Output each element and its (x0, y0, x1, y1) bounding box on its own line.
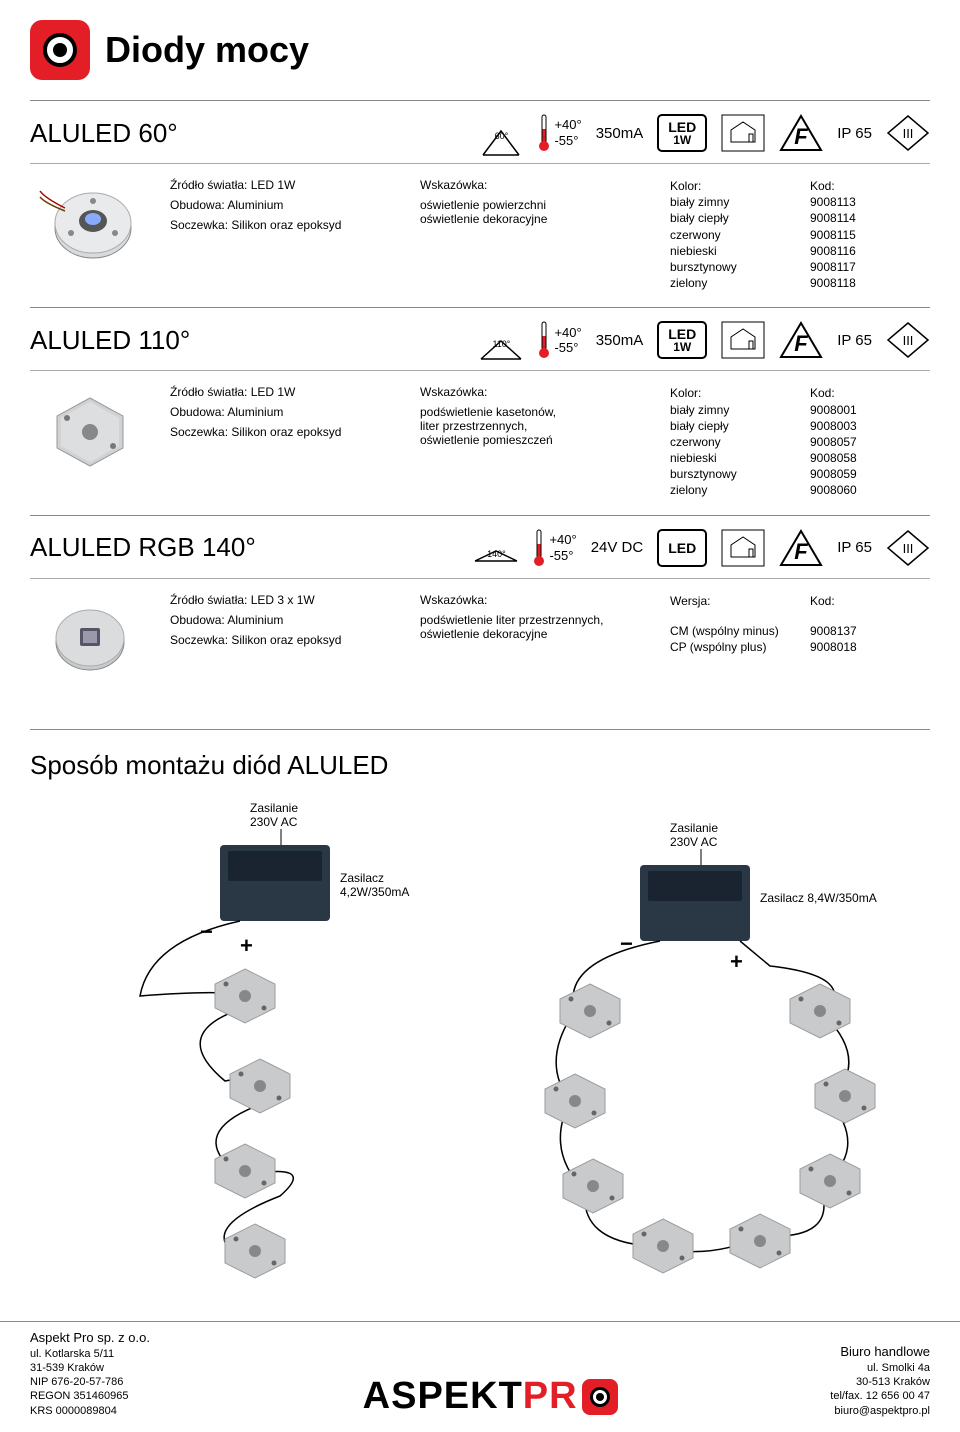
led-power-icon: LED (657, 529, 707, 567)
product-aluled-rgb-140: ALULED RGB 140° 140° +40°-55° 24V DC LED… (30, 515, 930, 699)
product-image (30, 593, 150, 683)
color-column: Kolor: biały zimnybiały ciepłyczerwony n… (670, 178, 790, 291)
svg-text:III: III (903, 333, 914, 348)
f-class-icon: F (779, 114, 823, 152)
temperature-icon: +40°-55° (532, 528, 576, 568)
current-value: 350mA (596, 332, 644, 349)
product-image (30, 178, 150, 268)
temperature-icon: +40°-55° (537, 113, 581, 153)
color-column: Kolor: biały zimnybiały ciepłyczerwony n… (670, 385, 790, 498)
version-column: Wersja: CM (wspólny minus)CP (wspólny pl… (670, 593, 790, 683)
footer-logo: ASPEKTPR (363, 1375, 618, 1418)
brand-logo-icon (30, 20, 90, 80)
page-header: Diody mocy (30, 20, 930, 80)
product-name: ALULED RGB 140° (30, 532, 460, 563)
indoor-icon (721, 114, 765, 152)
mounting-title: Sposób montażu diód ALULED (30, 729, 930, 781)
svg-text:F: F (795, 331, 809, 356)
tips-column: Wskazówka: podświetlenie kasetonów,liter… (420, 385, 650, 498)
svg-text:III: III (903, 541, 914, 556)
product-aluled-110: ALULED 110° 110° +40°-55° 350mA LED1W F … (30, 307, 930, 514)
class-iii-icon: III (886, 321, 930, 359)
temperature-icon: +40°-55° (537, 320, 581, 360)
code-column: Kod: 900811390081149008115 9008116900811… (810, 178, 930, 291)
indoor-icon (721, 321, 765, 359)
specs-column: Źródło światła: LED 1W Obudowa: Aluminiu… (170, 178, 400, 291)
product-name: ALULED 110° (30, 325, 465, 356)
led-power-icon: LED1W (657, 114, 707, 152)
beam-angle-icon: 140° (474, 537, 518, 559)
footer-company-info: Aspekt Pro sp. z o.o. ul. Kotlarska 5/11… (30, 1330, 150, 1418)
beam-angle-icon: 60° (479, 125, 523, 141)
code-column: Kod: 90081379008018 (810, 593, 930, 683)
specs-column: Źródło światła: LED 3 x 1WObudowa: Alumi… (170, 593, 400, 683)
page-footer: Aspekt Pro sp. z o.o. ul. Kotlarska 5/11… (0, 1321, 960, 1432)
f-class-icon: F (779, 529, 823, 567)
page-title: Diody mocy (105, 29, 309, 71)
tips-column: Wskazówka: podświetlenie liter przestrze… (420, 593, 650, 683)
svg-text:F: F (795, 539, 809, 564)
f-class-icon: F (779, 321, 823, 359)
current-value: 24V DC (591, 539, 644, 556)
indoor-icon (721, 529, 765, 567)
ip-rating: IP 65 (837, 332, 872, 349)
ip-rating: IP 65 (837, 539, 872, 556)
product-name: ALULED 60° (30, 118, 465, 149)
beam-angle-icon: 110° (479, 331, 523, 349)
footer-contact-info: Biuro handlowe ul. Smolki 4a 30-513 Krak… (830, 1344, 930, 1418)
mounting-diagrams: Zasilanie230V AC Zasilacz 4,2W/350mA − +… (30, 801, 930, 1311)
product-aluled-60: ALULED 60° 60° +40°-55° 350mA LED1W F IP… (30, 100, 930, 307)
specs-column: Źródło światła: LED 1WObudowa: Aluminium… (170, 385, 400, 498)
class-iii-icon: III (886, 529, 930, 567)
ip-rating: IP 65 (837, 125, 872, 142)
code-column: Kod: 900800190080039008057 9008058900805… (810, 385, 930, 498)
class-iii-icon: III (886, 114, 930, 152)
tips-column: Wskazówka: oświetlenie powierzchni oświe… (420, 178, 650, 291)
diagram-4-led: Zasilanie230V AC Zasilacz 4,2W/350mA − + (70, 801, 450, 1271)
product-image (30, 385, 150, 475)
svg-text:III: III (903, 126, 914, 141)
svg-text:F: F (795, 124, 809, 149)
led-power-icon: LED1W (657, 321, 707, 359)
diagram-8-led: Zasilanie230V AC Zasilacz 8,4W/350mA − + (510, 801, 890, 1271)
current-value: 350mA (596, 125, 644, 142)
